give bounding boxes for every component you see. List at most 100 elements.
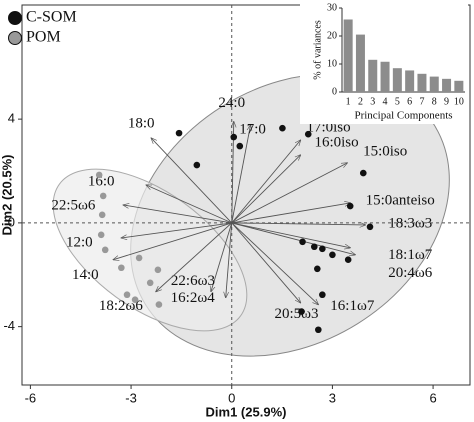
inset-bar [405,70,415,92]
vector-label: 12:0 [66,234,93,250]
inset-x-label: Principal Components [354,110,452,122]
point [319,245,326,253]
point [230,133,238,141]
loading-vector [231,223,366,225]
point [146,279,154,287]
loading-vector [231,203,350,224]
plot-frame [21,4,471,386]
point [154,266,162,274]
vector-label: 24:0 [218,95,245,111]
y-tick-label: 0 [8,214,15,229]
vector-label: 16:0iso [314,134,358,150]
point [99,192,107,200]
inset-x-tick-label: 5 [395,96,400,107]
loading-vector [113,222,232,260]
y-axis-label: Dim2 (20.5%) [0,155,14,236]
vector-label: 16:1ω7 [330,298,375,314]
vector-label: 17:0 [239,122,266,138]
vector-label: 16:0 [88,173,115,189]
vector-label: 22:6ω3 [171,273,215,289]
point [193,161,201,169]
vector-label: 20:5ω3 [275,306,319,322]
inset-x-tick-label: 8 [432,96,437,107]
inset-x-tick-label: 1 [346,96,351,107]
inset-bar [380,61,390,92]
inset-bar [392,68,402,92]
inset-y-label: % of variances [312,20,323,80]
point [131,296,139,303]
x-tick-label: -3 [125,390,137,405]
loading-vector [231,222,319,305]
loading-vector [146,185,232,224]
inset-x-tick-label: 6 [407,96,412,107]
loading-vector [231,155,301,224]
vector-label: 15:0anteiso [366,192,435,208]
point [98,211,106,219]
y-tick-label: -4 [3,318,15,333]
point [118,264,125,272]
vector-label: 16:2ω4 [171,290,216,306]
inset-bar [429,76,439,92]
point [329,251,336,259]
x-axis-label: Dim1 (25.9%) [206,404,287,419]
x-tick-label: 3 [329,390,336,405]
inset-x-tick-label: 2 [358,96,363,107]
point [95,171,103,179]
loading-vector [156,222,233,292]
inset-bar [368,59,378,92]
point [175,129,183,137]
point [315,326,322,334]
loading-vector [231,222,350,248]
point [279,124,286,132]
inset-y-tick-label: 30 [327,2,337,13]
vector-label: 20:4ω6 [388,265,433,281]
legend-marker [8,31,22,45]
vector-label: 14:0 [72,267,99,283]
vector-label: 18:1ω7 [388,247,433,263]
point [359,169,367,177]
loading-vector [231,163,347,224]
inset-bar [343,19,353,93]
y-tick-label: 4 [8,111,15,126]
loading-vector [151,138,233,224]
inset-x-tick-label: 7 [419,96,424,107]
inset-bar [442,78,452,92]
inset-bar [454,80,464,92]
inset-x-tick-label: 3 [370,96,375,107]
point [344,256,352,264]
inset-x-tick-label: 10 [454,96,464,107]
inset-y-tick-label: 10 [327,58,337,69]
point [298,308,305,315]
inset-y-tick-label: 0 [332,86,337,97]
point [236,142,244,150]
point [299,238,306,246]
loading-vector [226,222,233,298]
point [97,231,105,239]
x-tick-label: -6 [25,390,37,405]
x-tick-label: 6 [429,390,436,405]
vector-label: 22:5ω6 [51,197,96,213]
legend-label: POM [26,29,61,46]
loading-vector [231,222,301,303]
point [135,254,143,262]
point [314,265,321,273]
loading-vector [121,222,232,238]
point [101,246,109,254]
legend-label: C-SOM [26,9,77,26]
loading-vector [231,125,251,223]
point [346,202,354,210]
loading-vector [123,205,232,224]
vector-label: 18:3ω3 [388,215,432,231]
inset-y-tick-label: 20 [327,30,337,41]
point [123,291,131,299]
point [155,301,163,308]
vector-label: 18:2ω6 [99,298,144,314]
point [310,243,318,251]
point [304,130,312,138]
point [366,223,374,231]
legend-marker [8,11,22,25]
point [319,291,326,299]
vector-label: 18:0 [128,116,155,132]
loading-vector [211,222,233,292]
